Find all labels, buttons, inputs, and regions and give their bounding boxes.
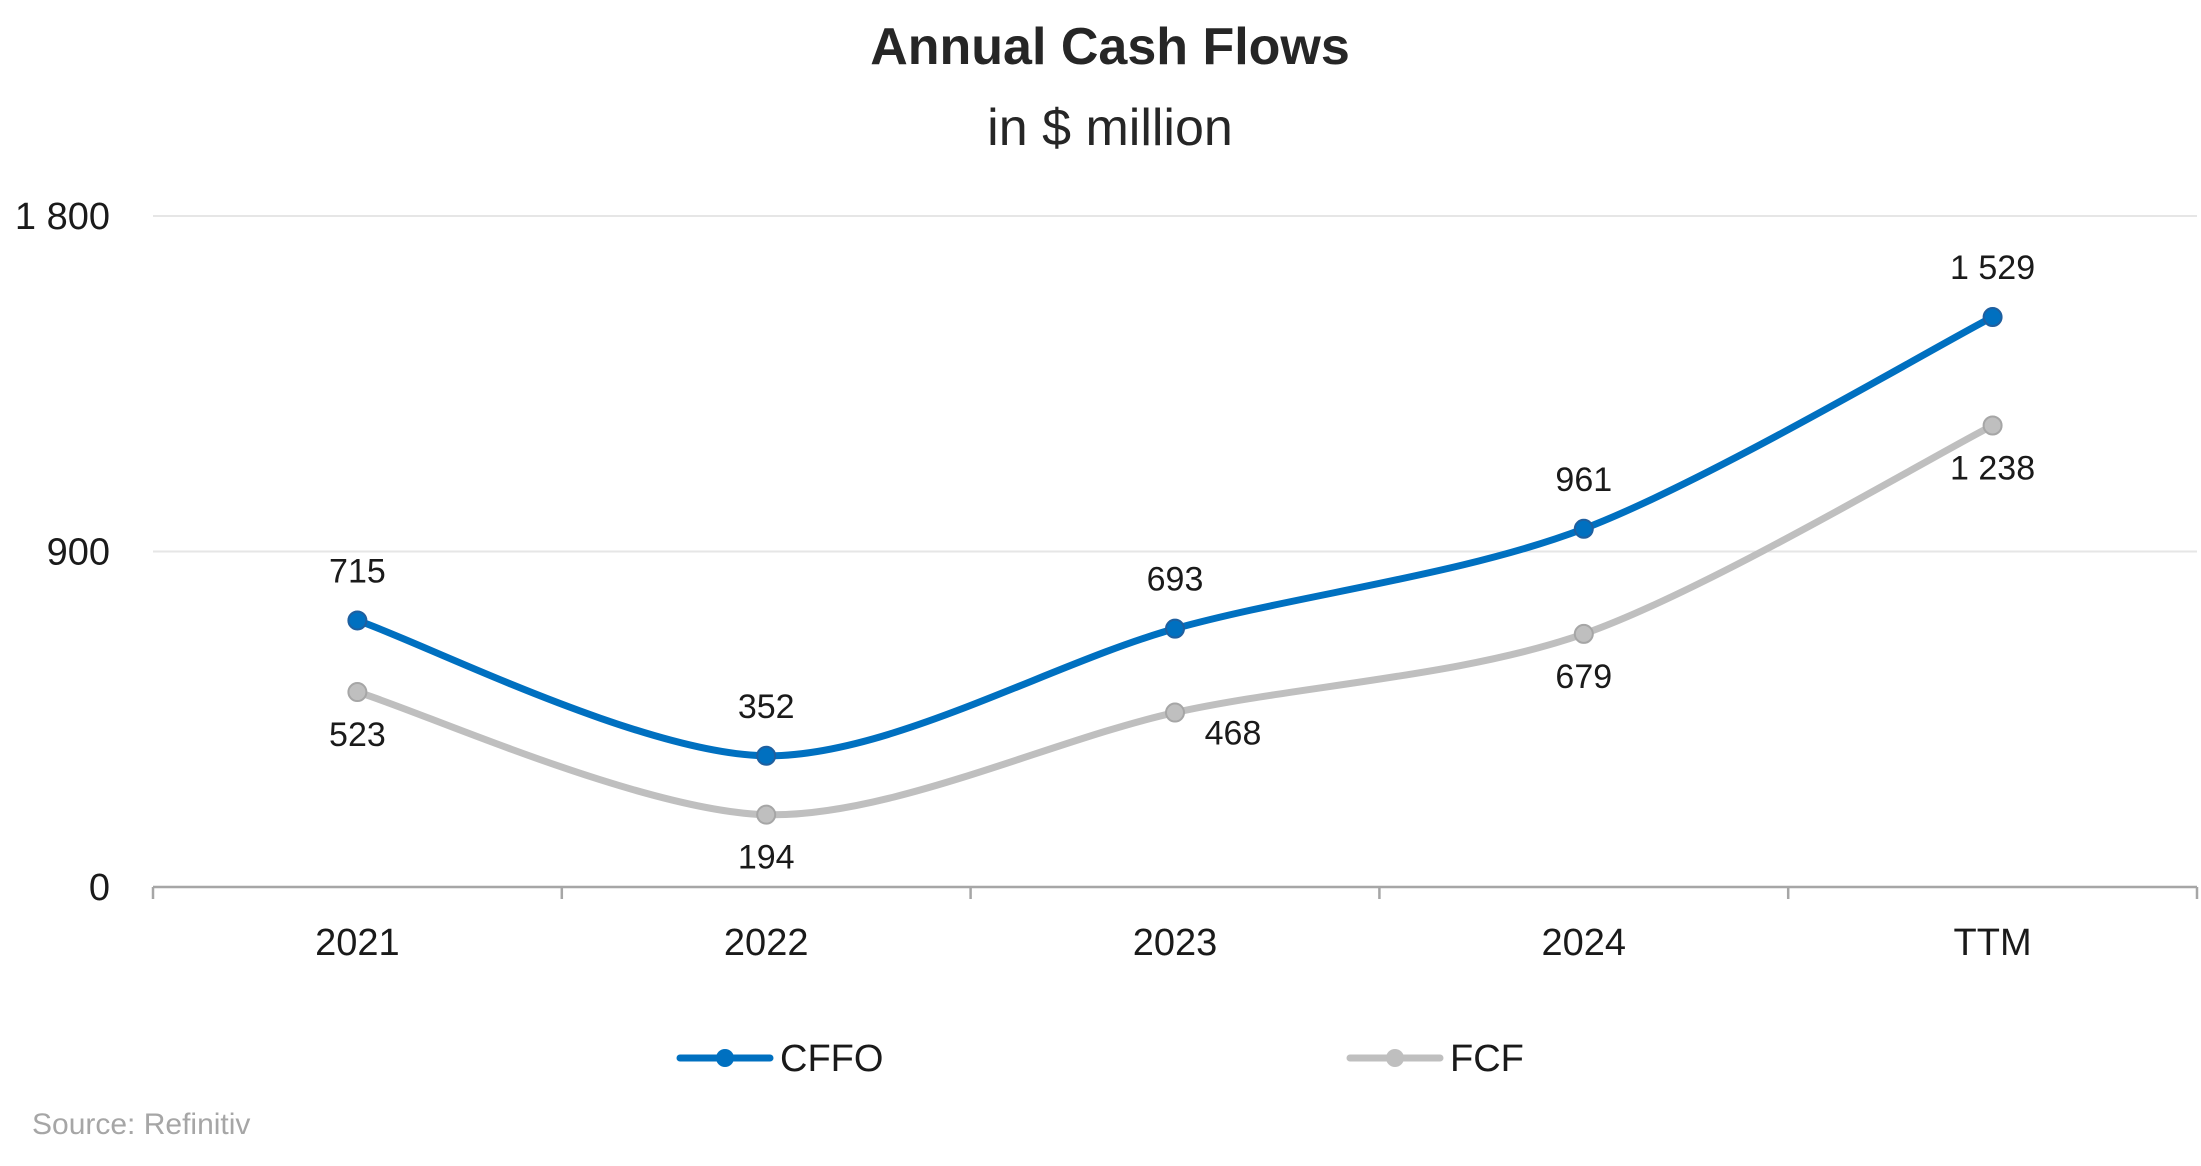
cffo-point [347,610,368,631]
fcf-point [1982,415,2003,436]
cffo-data-label: 1 529 [1950,249,2035,287]
fcf-legend-marker [1386,1049,1404,1067]
fcf-data-label: 194 [738,839,795,877]
x-tick-label: 2021 [315,922,400,964]
legend: CFFO FCF [676,1038,1524,1080]
y-tick-label: 0 [89,867,110,909]
x-axis: 0 900 1 800 2021 2022 2023 2024 TTM [15,196,2199,964]
chart-subtitle: in $ million [987,99,1233,157]
series-layer [347,307,2003,825]
fcf-legend-label: FCF [1450,1038,1524,1080]
fcf-data-label: 679 [1555,658,1612,696]
cffo-point [756,745,777,766]
fcf-data-label: 468 [1205,715,1262,753]
fcf-point [756,804,777,825]
fcf-point [1573,623,1594,644]
cffo-point [1165,618,1185,639]
x-tick-label: 2022 [724,922,809,964]
cffo-legend-label: CFFO [780,1038,883,1080]
gridlines [153,215,2197,553]
fcf-data-label: 1 238 [1950,450,2035,488]
fcf-point [347,682,368,703]
x-tick-label: 2024 [1542,922,1627,964]
source-note: Source: Refinitiv [32,1108,250,1141]
cffo-data-label: 961 [1555,461,1612,499]
y-tick-label: 900 [47,532,110,574]
cffo-legend-marker [716,1049,734,1067]
cffo-data-label: 352 [738,688,795,726]
x-tick-label: 2023 [1133,922,1218,964]
fcf-point [1165,702,1185,723]
chart-title: Annual Cash Flows [870,18,1350,76]
cffo-point [1982,307,2003,328]
cffo-line [353,313,1997,760]
y-tick-label: 1 800 [15,196,110,238]
cffo-data-label: 693 [1147,561,1204,599]
x-tick-label: TTM [1954,922,2032,964]
data-labels: 715 352 693 961 1 529 523 194 468 679 1 238 [329,249,2035,877]
cffo-data-label: 715 [329,552,386,590]
cffo-point [1573,518,1594,539]
fcf-data-label: 523 [329,716,386,754]
